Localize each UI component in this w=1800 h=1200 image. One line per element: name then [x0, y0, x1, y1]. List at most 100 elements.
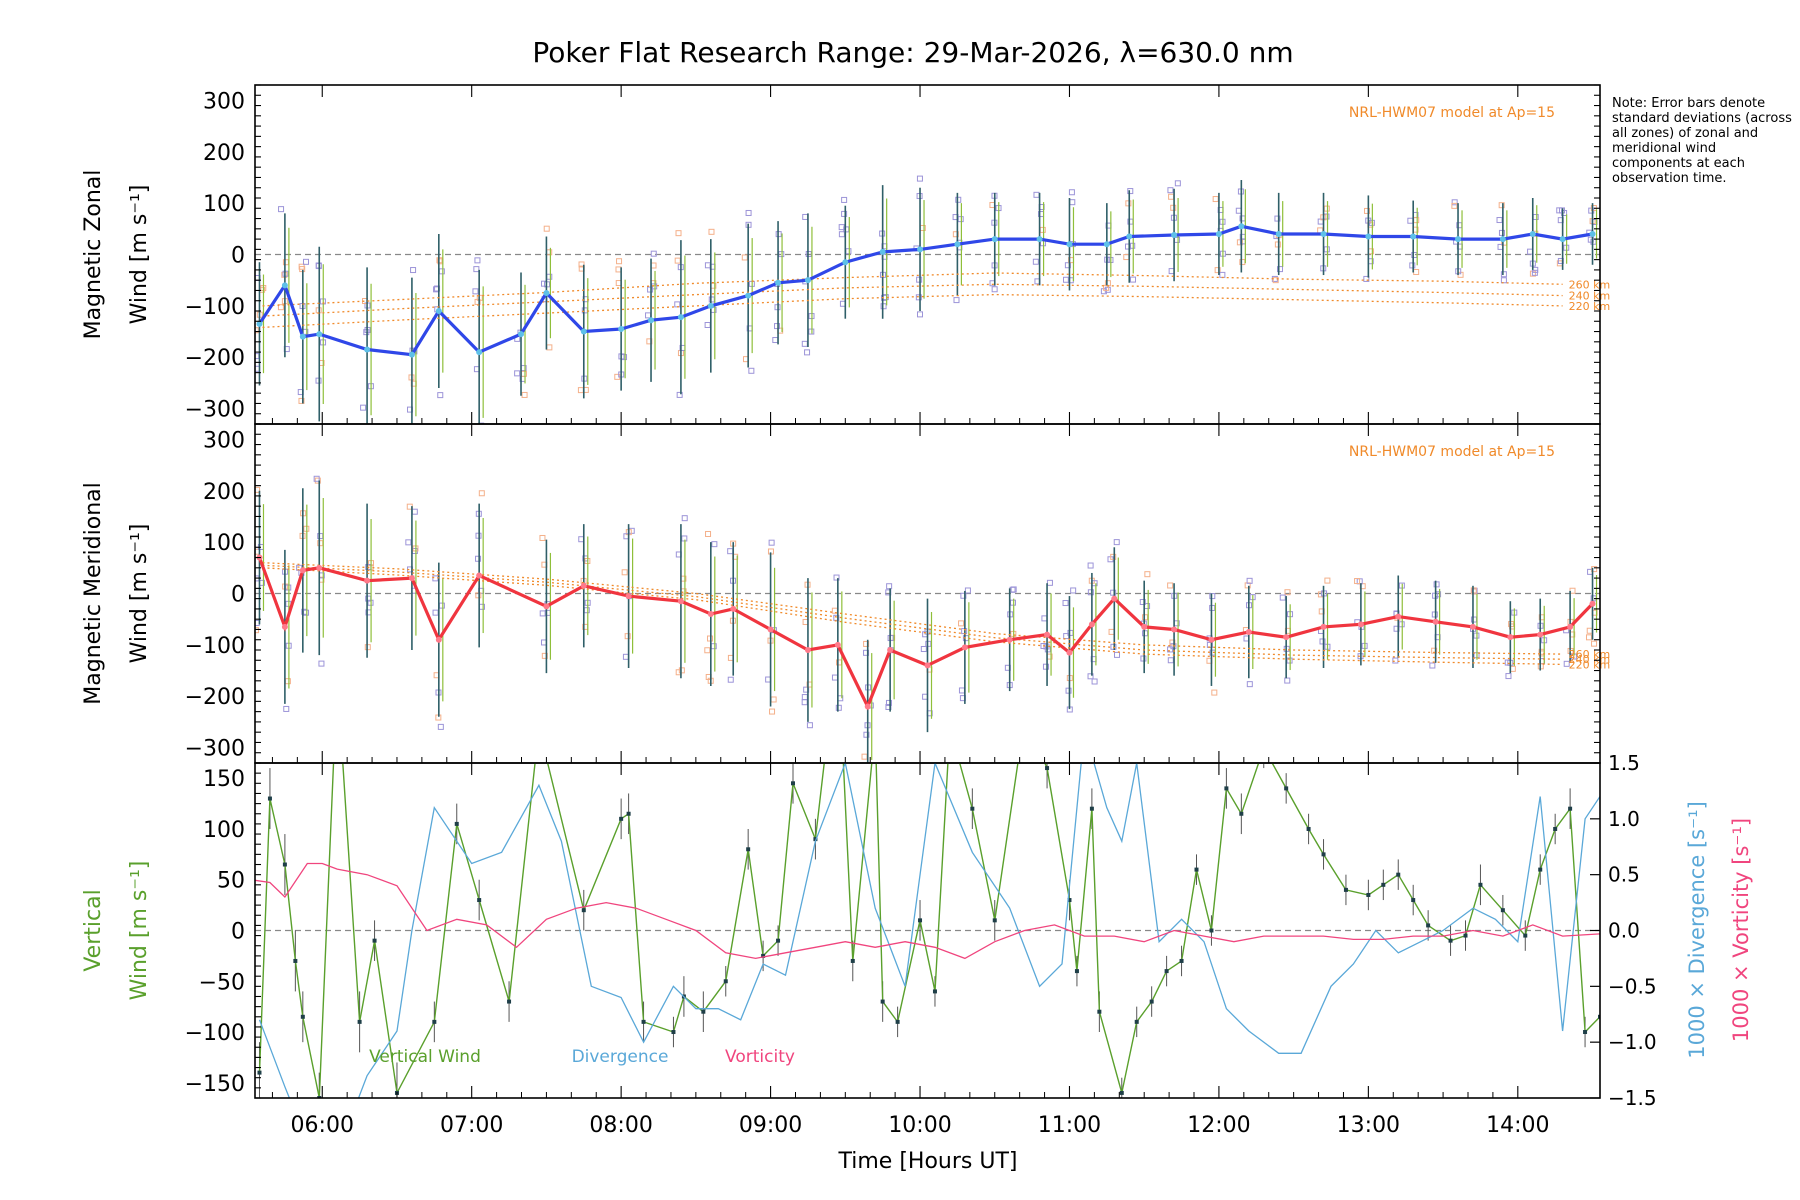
- zonal-zone-sample: [1130, 276, 1137, 283]
- zonal-zone-sample: [1498, 202, 1505, 209]
- zonal-zone-sample: [1323, 205, 1330, 212]
- meridional-wind-point: [1432, 618, 1439, 625]
- vertical-wind-point: [619, 816, 624, 821]
- zonal-zone-sample: [774, 323, 781, 330]
- meridional-zone-sample: [411, 508, 418, 515]
- vertical-wind-point: [992, 918, 997, 923]
- meridional-wind-point: [677, 598, 684, 605]
- zonal-zone-sample: [1039, 226, 1046, 233]
- meridional-zone-sample: [768, 539, 775, 546]
- meridional-zone-sample: [317, 533, 324, 540]
- meridional-zone-sample: [1091, 678, 1098, 685]
- zonal-zone-sample: [772, 337, 779, 344]
- zonal-y-tick-label: 300: [203, 89, 245, 114]
- vertical-axis-title-line2: Wind [m s⁻¹]: [127, 861, 152, 1001]
- meridional-wind-point: [1357, 621, 1364, 628]
- vertical-wind-point: [641, 1019, 646, 1024]
- zonal-wind-point: [677, 314, 684, 321]
- meridional-zone-sample: [1563, 660, 1570, 667]
- vertical-wind-point: [1598, 1014, 1600, 1019]
- zonal-zone-sample: [472, 288, 479, 295]
- meridional-zone-sample: [583, 607, 590, 614]
- zonal-wind-point: [1410, 233, 1417, 240]
- zonal-y-tick-label: 100: [203, 192, 245, 217]
- zonal-wind-point: [408, 351, 415, 358]
- meridional-zone-sample: [1169, 639, 1176, 646]
- zonal-zone-sample: [546, 344, 553, 351]
- zonal-y-tick-label: 0: [231, 244, 245, 269]
- meridional-wind-point: [1141, 623, 1148, 630]
- zonal-zone-sample: [802, 213, 809, 220]
- zonal-zone-sample: [1277, 266, 1284, 273]
- vertical-axis-title-line1: Vertical: [81, 889, 106, 971]
- meridional-wind-point: [364, 577, 371, 584]
- meridional-wind-point: [1395, 613, 1402, 620]
- zonal-model-curve-2: [262, 293, 1563, 329]
- meridional-zone-sample: [770, 696, 777, 703]
- meridional-zone-sample: [1585, 634, 1592, 641]
- zonal-wind-point: [1455, 236, 1462, 243]
- zonal-zone-sample: [915, 294, 922, 301]
- meridional-wind-point: [1320, 623, 1327, 630]
- meridional-zone-sample: [835, 704, 842, 711]
- zonal-wind-point: [1275, 230, 1282, 237]
- vertical-wind-point: [1224, 786, 1229, 791]
- zonal-zone-sample: [1527, 248, 1534, 255]
- vertical-wind-point: [970, 806, 975, 811]
- zonal-zone-sample: [1500, 277, 1507, 284]
- meridional-zone-sample: [925, 640, 932, 647]
- vertical-wind-point: [1306, 826, 1311, 831]
- zonal-zone-sample: [957, 216, 964, 223]
- meridional-zone-sample: [478, 490, 485, 497]
- meridional-zone-sample: [960, 592, 967, 599]
- vertical-wind-point: [671, 1030, 676, 1035]
- zonal-zone-sample: [1498, 229, 1505, 236]
- meridional-model-curve-1: [262, 564, 1563, 660]
- vertical-wind-point: [1194, 867, 1199, 872]
- meridional-zone-sample: [681, 515, 688, 522]
- zonal-wind-point: [1171, 231, 1178, 238]
- right-axis-tick-label: 0.5: [1608, 863, 1640, 887]
- vertical-wind-point: [1149, 999, 1154, 1004]
- meridional-zone-sample: [1010, 586, 1017, 593]
- x-tick-label: 13:00: [1337, 1113, 1400, 1138]
- right-axis-tick-label: −1.5: [1608, 1086, 1657, 1110]
- meridional-zone-sample: [1087, 673, 1094, 680]
- zonal-wind-point: [1589, 230, 1596, 237]
- meridional-zone-sample: [283, 705, 290, 712]
- vertical-wind-point: [723, 979, 728, 984]
- zonal-wind-point: [745, 292, 752, 299]
- vertical-wind-point: [1463, 933, 1468, 938]
- zonal-wind-point: [281, 282, 288, 289]
- zonal-zone-sample: [277, 304, 284, 311]
- meridional-zone-sample: [863, 731, 870, 738]
- meridional-zone-sample: [1392, 657, 1399, 664]
- meridional-wind-point: [924, 662, 931, 669]
- zonal-zone-sample: [1413, 269, 1420, 276]
- meridional-y-tick-label: 100: [203, 531, 245, 556]
- meridional-zone-sample: [1246, 681, 1253, 688]
- zonal-zone-sample: [676, 391, 683, 398]
- meridional-wind-line: [257, 556, 1594, 711]
- zonal-zone-sample: [1032, 258, 1039, 265]
- meridional-zone-sample: [678, 667, 685, 674]
- meridional-zone-sample: [1167, 657, 1174, 664]
- zonal-zone-sample: [367, 425, 372, 430]
- meridional-zone-sample: [1211, 689, 1218, 696]
- meridional-zone-sample: [541, 652, 548, 659]
- zonal-zone-sample: [1124, 243, 1131, 250]
- meridional-zone-sample: [705, 530, 712, 537]
- zonal-zone-sample: [838, 231, 845, 238]
- meridional-zone-sample: [1114, 651, 1121, 658]
- vertical-wind-point: [1262, 746, 1266, 750]
- zonal-wind-point: [364, 346, 371, 353]
- zonal-wind-point: [1215, 230, 1222, 237]
- meridional-wind-point: [299, 567, 306, 574]
- zonal-wind-point: [1036, 236, 1043, 243]
- meridional-zone-sample: [1324, 577, 1331, 584]
- zonal-zone-sample: [808, 328, 815, 335]
- meridional-zone-sample: [1433, 581, 1440, 588]
- zonal-zone-sample: [674, 257, 681, 264]
- zonal-zone-sample: [745, 209, 752, 216]
